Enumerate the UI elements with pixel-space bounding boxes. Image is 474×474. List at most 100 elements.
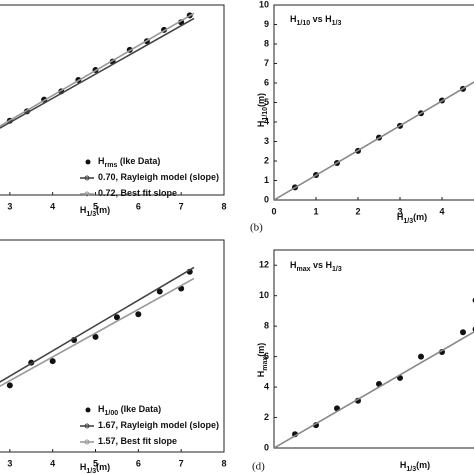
panel-title-part: 1/3 <box>332 20 342 27</box>
y-tick-label: 5 <box>264 97 269 107</box>
x-axis-label-part: (m) <box>416 460 430 470</box>
legend-label: 0.72, Best fit slope <box>98 188 177 198</box>
fit-line <box>274 331 474 448</box>
fit-line <box>0 17 195 129</box>
x-axis-label: H1/3(m) <box>80 462 110 474</box>
legend-label-part: 0.72, Best fit slope <box>98 188 177 198</box>
y-axis-label-part: H <box>256 371 266 378</box>
x-tick-label: 7 <box>179 201 184 211</box>
panel-title-part: 1/3 <box>332 266 342 273</box>
panel-title: H1/10 vs H1/3 <box>290 14 341 27</box>
panel-label: (b) <box>250 222 263 234</box>
x-tick-label: 8 <box>221 458 226 468</box>
x-tick-label: 4 <box>50 201 55 211</box>
plot-area <box>274 297 474 448</box>
x-tick-label: 4 <box>50 458 55 468</box>
y-tick-label: 9 <box>264 19 269 29</box>
y-tick-label: 4 <box>264 116 269 126</box>
plot-frame <box>273 249 474 449</box>
legend-label: 1.57, Best fit slope <box>98 436 177 446</box>
x-tick-label: 3 <box>397 206 402 216</box>
legend-label-part: 1/00 <box>105 410 119 417</box>
plot-area <box>0 12 195 129</box>
y-axis-label-part: 1/10 <box>262 107 269 121</box>
plot-area <box>274 81 474 200</box>
y-tick-label: 8 <box>264 321 269 331</box>
x-axis-label-part: H <box>400 460 407 470</box>
x-axis-label-part: 1/3 <box>406 466 416 473</box>
legend-label: H1/00 (Ike Data) <box>98 404 161 417</box>
data-point <box>49 358 56 365</box>
y-tick-label: 8 <box>264 38 269 48</box>
y-tick-label: 0 <box>264 194 269 204</box>
x-tick-label: 6 <box>136 201 141 211</box>
x-tick-label: 8 <box>221 201 226 211</box>
legend-marker <box>85 159 91 165</box>
x-axis-label-part: (m) <box>96 205 110 215</box>
y-axis-label-part: (m) <box>256 343 266 357</box>
x-axis-label: H1/3(m) <box>80 205 110 218</box>
y-axis-label: H1/10(m) <box>256 93 269 127</box>
x-axis-label-part: H <box>80 205 87 215</box>
legend-label: 1.67, Rayleigh model (slope) <box>98 420 219 430</box>
y-axis-label-part: H <box>256 121 266 128</box>
x-axis-label-part: (m) <box>96 462 110 472</box>
x-tick-label: 6 <box>136 458 141 468</box>
y-tick-label: 0 <box>264 442 269 452</box>
legend-label-part: (Ike Data) <box>118 404 161 414</box>
x-tick-label: 0 <box>271 206 276 216</box>
y-axis-label-part: (m) <box>256 93 266 107</box>
y-tick-label: 3 <box>264 136 269 146</box>
data-point <box>135 311 142 318</box>
y-tick-label: 7 <box>264 58 269 68</box>
y-tick-label: 2 <box>264 155 269 165</box>
y-tick-label: 10 <box>259 0 269 9</box>
legend-marker <box>85 407 91 413</box>
legend-label-part: H <box>98 156 105 166</box>
x-axis-label: H1/3(m) <box>400 460 430 473</box>
y-axis-label-part: max <box>262 357 269 371</box>
legend-marker <box>84 423 90 429</box>
plot-area <box>0 266 195 389</box>
x-tick-label: 5 <box>93 458 98 468</box>
panel: 3 4 5 6 7 8 H1/00 (Ike Data) 1.67, Rayleigh mod… <box>0 239 227 474</box>
legend-label-part: rms <box>105 162 118 169</box>
panel-title: Hmax vs H1/3 <box>290 260 342 273</box>
panel-title-part: H <box>290 260 297 270</box>
panel-title-part: 1/10 <box>297 20 311 27</box>
data-point <box>418 353 424 360</box>
x-axis-label-part: 1/3 <box>403 218 413 225</box>
data-point <box>6 382 13 389</box>
x-tick-label: 7 <box>179 458 184 468</box>
panel-title-part: vs H <box>311 260 333 270</box>
x-tick-label: 2 <box>355 206 360 216</box>
x-tick-label: 1 <box>313 206 318 216</box>
x-tick-label: 3 <box>7 458 12 468</box>
legend-marker <box>84 439 90 445</box>
legend-label-part: 0.70, Rayleigh model (slope) <box>98 172 219 182</box>
legend-label-part: 1.57, Best fit slope <box>98 436 177 446</box>
x-axis-label-part: 1/3 <box>86 211 96 218</box>
legend-marker <box>84 175 90 181</box>
panel-label: (d) <box>252 461 265 473</box>
y-axis-label: Hmax(m) <box>256 343 269 378</box>
y-tick-label: 6 <box>264 351 269 361</box>
x-axis-label-part: (m) <box>413 212 427 222</box>
panel: 3 4 5 6 7 8 Hrms (Ike Data) 0.70, Rayleigh mode… <box>0 4 227 218</box>
fit-line <box>274 81 474 200</box>
legend-label: 0.70, Rayleigh model (slope) <box>98 172 219 182</box>
legend-label: Hrms (Ike Data) <box>98 156 160 169</box>
y-tick-label: 6 <box>264 77 269 87</box>
x-tick-label: 4 <box>439 206 444 216</box>
legend-marker <box>84 191 90 197</box>
y-tick-label: 10 <box>259 290 269 300</box>
y-tick-label: 2 <box>264 412 269 422</box>
data-point <box>156 288 163 295</box>
data-point <box>92 333 99 340</box>
x-axis-label-part: 1/3 <box>86 468 96 474</box>
y-tick-label: 1 <box>264 175 269 185</box>
fit-line <box>0 12 195 127</box>
